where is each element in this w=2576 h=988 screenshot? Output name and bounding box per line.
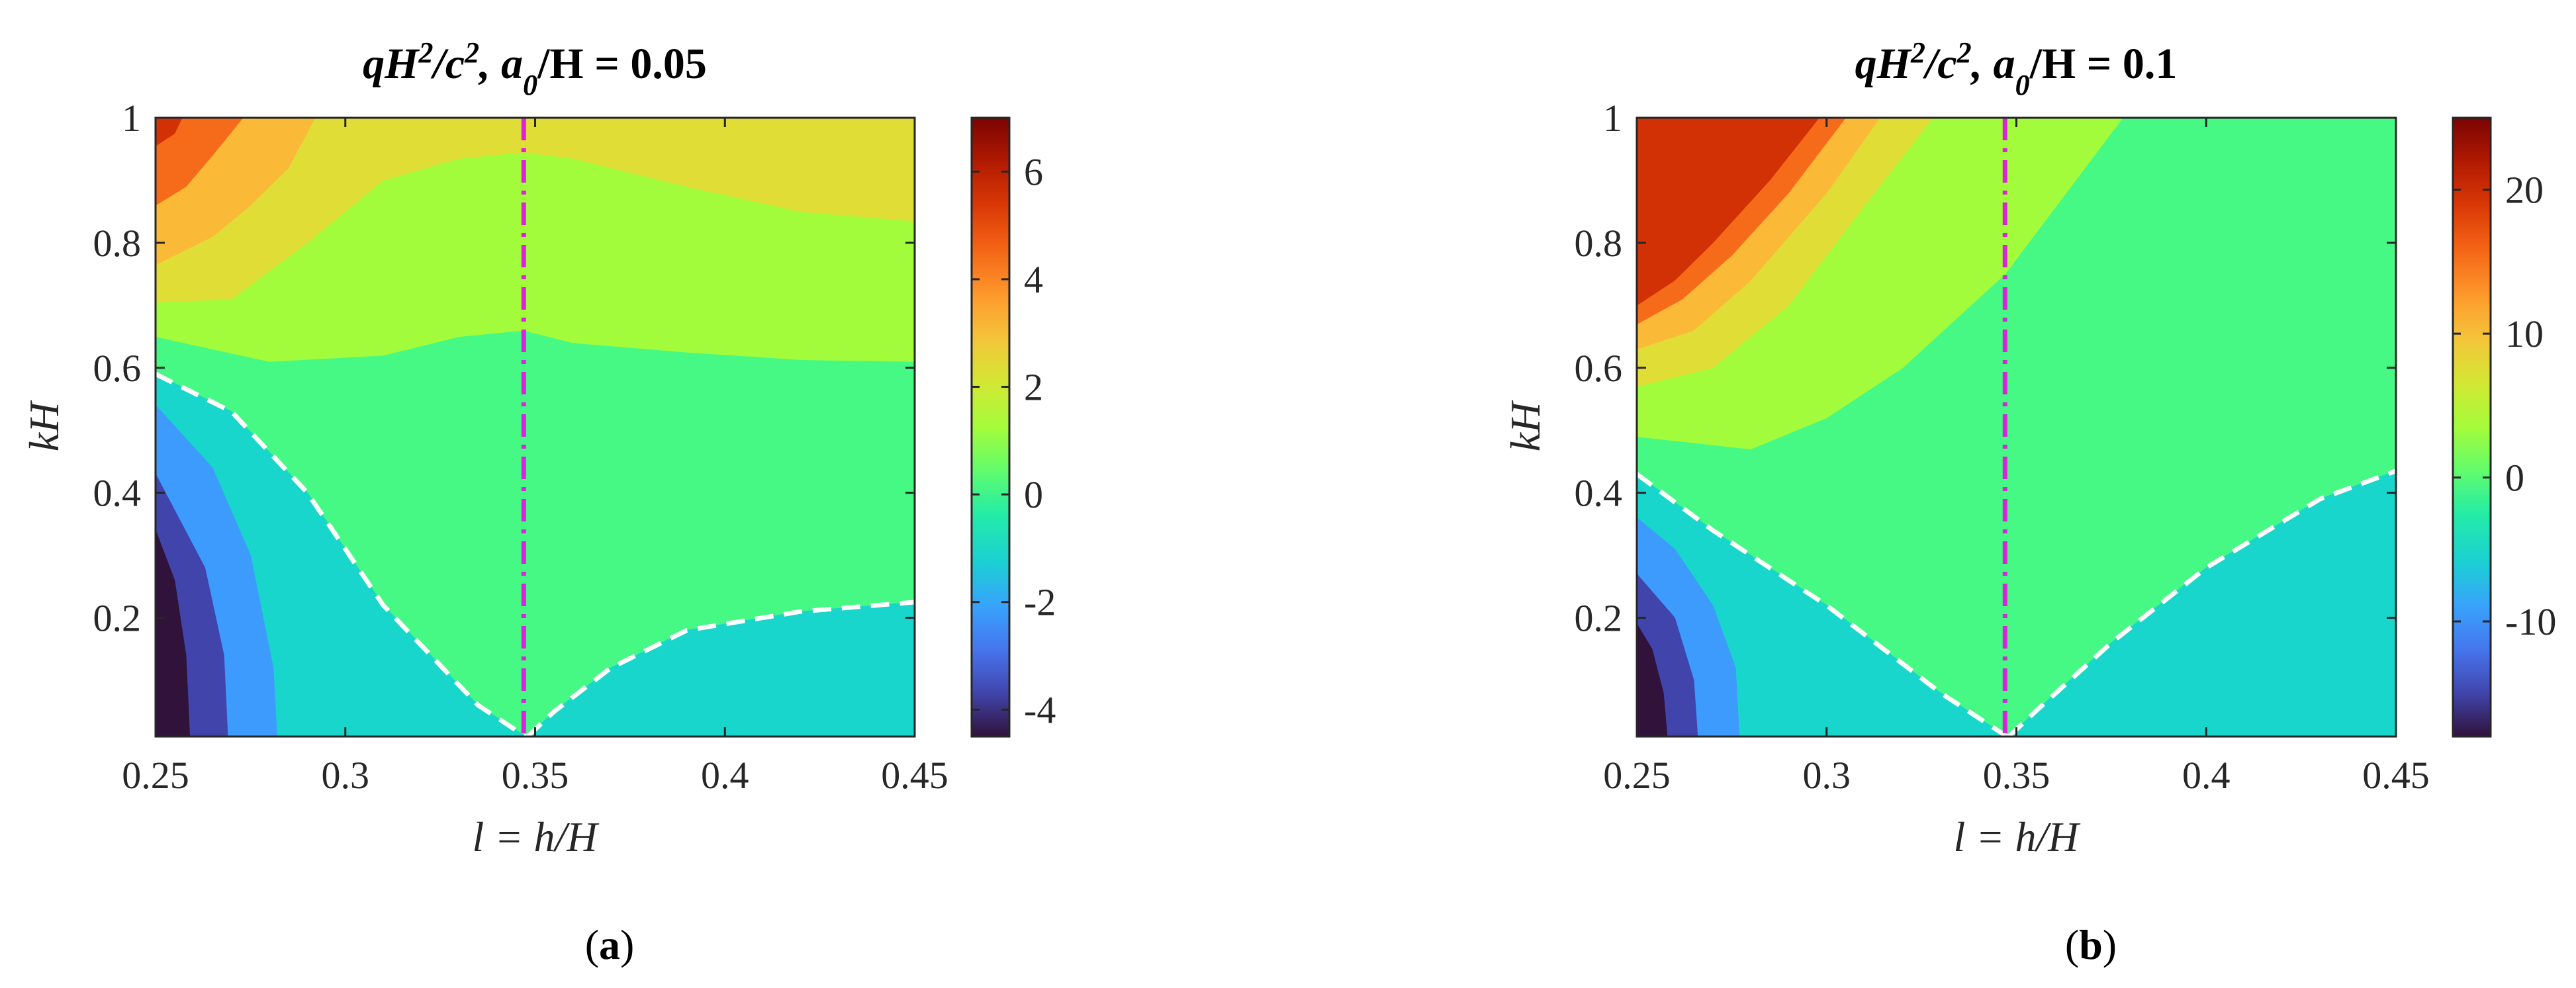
- panel-a-colorbar: [972, 118, 1009, 737]
- panel-a-y-ticks: 0.2 0.4 0.6 0.8 1: [93, 97, 915, 640]
- x-tick-label: 0.45: [881, 754, 948, 797]
- title-part: 2: [1910, 36, 1925, 69]
- panel-b-ylabel: kH: [1502, 400, 1549, 451]
- panel-b-colorbar: [2453, 118, 2491, 737]
- panel-b-plot-area: [1637, 118, 2396, 737]
- title-part: 2: [464, 36, 479, 69]
- x-tick-label: 0.4: [701, 754, 749, 797]
- contour-region-9: [156, 530, 191, 737]
- colorbar-tick-label: -2: [1024, 581, 1056, 624]
- contour-region-4: [156, 118, 183, 147]
- panel-a-xlabel: l = h/H: [473, 813, 600, 860]
- contour-region-3: [156, 118, 244, 206]
- y-tick-label: 0.8: [93, 222, 142, 265]
- caption-paren-open: (: [585, 921, 599, 968]
- panel-a: qH2/c2, a0/H = 0.05 0.25 0.3 0.35 0.4 0.45 0…: [21, 36, 1056, 969]
- y-tick-label: 0.6: [1575, 347, 1623, 390]
- panel-b: qH2/c2, a0/H = 0.1 0.25 0.3 0.35 0.4 0.45 0.…: [1502, 36, 2556, 969]
- panel-b-xlabel: l = h/H: [1954, 813, 2082, 860]
- title-part: 0: [2015, 69, 2030, 101]
- y-tick-label: 0.2: [1575, 597, 1623, 640]
- x-tick-label: 0.35: [502, 754, 569, 797]
- title-part: /c: [1923, 40, 1957, 88]
- x-tick-label: 0.3: [1803, 754, 1851, 797]
- y-tick-label: 1: [122, 97, 141, 140]
- panel-a-overlays: [154, 118, 915, 739]
- caption-paren-close: ): [2103, 921, 2117, 968]
- caption-paren-close: ): [620, 921, 634, 968]
- panel-b-x-ticks: 0.25 0.3 0.35 0.4 0.45: [1603, 118, 2430, 797]
- caption-paren-open: (: [2065, 921, 2079, 968]
- x-tick-label: 0.25: [1603, 754, 1671, 797]
- colorbar-tick-label: 6: [1024, 150, 1043, 193]
- title-part: qH: [1855, 40, 1913, 88]
- x-tick-label: 0.45: [2362, 754, 2430, 797]
- contour-region-9: [1637, 623, 1668, 737]
- y-tick-label: 0.2: [93, 597, 142, 640]
- y-tick-label: 0.6: [93, 347, 142, 390]
- zero-contour-dashed-1: [526, 600, 915, 739]
- panel-b-y-ticks: 0.2 0.4 0.6 0.8 1: [1575, 97, 2396, 640]
- panel-b-overlays: [1635, 118, 2397, 739]
- y-tick-label: 0.4: [93, 472, 142, 515]
- colorbar-tick-label: 0: [1024, 473, 1043, 516]
- panel-a-x-ticks: 0.25 0.3 0.35 0.4 0.45: [122, 118, 948, 797]
- colorbar-tick-label: -4: [1024, 688, 1056, 731]
- title-part: /H = 0.1: [2029, 40, 2178, 88]
- colorbar-tick-label: 2: [1024, 366, 1043, 409]
- title-part: 2: [418, 36, 433, 69]
- panel-b-caption: (b): [2065, 921, 2117, 968]
- title-part: , a: [478, 40, 523, 88]
- x-tick-label: 0.3: [322, 754, 370, 797]
- contour-region-4: [1637, 118, 1819, 306]
- panel-b-title: qH2/c2, a0/H = 0.1: [1855, 36, 2178, 101]
- colorbar-tick-label: -10: [2505, 600, 2556, 643]
- colorbar-tick-label: 10: [2505, 312, 2544, 355]
- panel-a-colorbar-ticks: -4 -2 0 2 4 6: [972, 150, 1056, 731]
- y-tick-label: 1: [1603, 97, 1622, 140]
- panel-b-colorbar-ticks: -10 0 10 20: [2453, 169, 2556, 643]
- x-tick-label: 0.4: [2182, 754, 2231, 797]
- panel-a-plot-area: [156, 118, 915, 737]
- x-tick-label: 0.35: [1983, 754, 2050, 797]
- y-tick-label: 0.4: [1575, 472, 1623, 515]
- title-part: 2: [1956, 36, 1972, 69]
- zero-contour-dashed-0: [1635, 472, 2009, 739]
- caption-letter: a: [599, 921, 620, 968]
- zero-contour-dashed-1: [2007, 469, 2397, 739]
- panel-a-caption: (a): [585, 921, 635, 968]
- title-part: /c: [430, 40, 465, 88]
- title-part: 0: [523, 69, 537, 101]
- zero-contour-dashed-0: [154, 372, 528, 739]
- y-tick-label: 0.8: [1575, 222, 1623, 265]
- panel-a-ylabel: kH: [21, 400, 68, 451]
- colorbar-tick-label: 20: [2505, 169, 2544, 212]
- title-part: qH: [363, 40, 420, 88]
- x-tick-label: 0.25: [122, 754, 189, 797]
- panel-a-title: qH2/c2, a0/H = 0.05: [363, 36, 707, 101]
- colorbar-tick-label: 4: [1024, 258, 1043, 301]
- title-part: , a: [1970, 40, 2015, 88]
- title-part: /H = 0.05: [537, 40, 707, 88]
- caption-letter: b: [2079, 921, 2103, 968]
- colorbar-tick-label: 0: [2505, 457, 2524, 500]
